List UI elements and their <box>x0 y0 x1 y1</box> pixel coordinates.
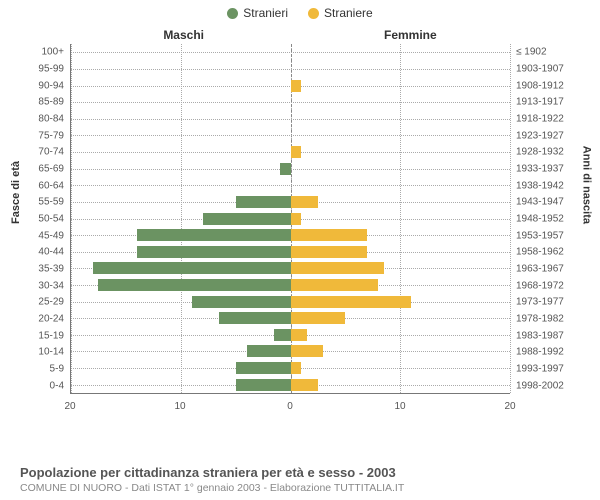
y-tick-birth: 1938-1942 <box>516 180 580 191</box>
bar-female <box>291 362 302 374</box>
legend-label-male: Stranieri <box>243 6 288 20</box>
col-header-female: Femmine <box>384 28 437 42</box>
y-tick-birth: 1978-1982 <box>516 314 580 325</box>
y-tick-age: 10-14 <box>20 347 64 358</box>
y-tick-age: 45-49 <box>20 230 64 241</box>
y-tick-birth: 1923-1927 <box>516 130 580 141</box>
y-tick-age: 35-39 <box>20 264 64 275</box>
y-tick-birth: 1988-1992 <box>516 347 580 358</box>
x-tick: 20 <box>64 401 75 412</box>
y-tick-birth: 1908-1912 <box>516 80 580 91</box>
bar-female <box>291 196 318 208</box>
column-headers: Maschi Femmine <box>20 28 580 42</box>
bar-male <box>247 345 291 357</box>
y-tick-birth: 1903-1907 <box>516 64 580 75</box>
bar-male <box>219 312 290 324</box>
y-tick-birth: 1998-2002 <box>516 380 580 391</box>
bar-male <box>137 229 291 241</box>
y-tick-birth: 1983-1987 <box>516 330 580 341</box>
y-tick-age: 100+ <box>20 47 64 58</box>
y-tick-birth: 1973-1977 <box>516 297 580 308</box>
y-tick-age: 90-94 <box>20 80 64 91</box>
x-tick: 0 <box>287 401 293 412</box>
y-tick-birth: 1933-1937 <box>516 164 580 175</box>
caption: Popolazione per cittadinanza straniera p… <box>20 465 580 494</box>
gridline-h <box>71 185 510 186</box>
bar-female <box>291 312 346 324</box>
y-tick-age: 55-59 <box>20 197 64 208</box>
bar-female <box>291 296 412 308</box>
bar-female <box>291 246 368 258</box>
bar-male <box>236 196 291 208</box>
y-tick-age: 70-74 <box>20 147 64 158</box>
y-tick-birth: 1968-1972 <box>516 280 580 291</box>
caption-title: Popolazione per cittadinanza straniera p… <box>20 465 580 480</box>
y-tick-age: 15-19 <box>20 330 64 341</box>
bar-male <box>203 213 291 225</box>
bar-female <box>291 345 324 357</box>
gridline-h <box>71 169 510 170</box>
y-tick-age: 25-29 <box>20 297 64 308</box>
y-tick-birth: 1943-1947 <box>516 197 580 208</box>
y-tick-birth: 1948-1952 <box>516 214 580 225</box>
y-tick-age: 60-64 <box>20 180 64 191</box>
y-tick-birth: 1963-1967 <box>516 264 580 275</box>
y-tick-age: 5-9 <box>20 364 64 375</box>
y-tick-age: 0-4 <box>20 380 64 391</box>
x-tick: 20 <box>504 401 515 412</box>
x-tick: 10 <box>174 401 185 412</box>
y-tick-age: 50-54 <box>20 214 64 225</box>
bar-male <box>280 163 291 175</box>
y-tick-birth: 1958-1962 <box>516 247 580 258</box>
legend-item-female: Straniere <box>308 6 373 20</box>
bar-female <box>291 279 379 291</box>
bar-male <box>93 262 291 274</box>
y-tick-age: 40-44 <box>20 247 64 258</box>
legend-swatch-male <box>227 8 238 19</box>
gridline-h <box>71 52 510 53</box>
y-tick-age: 65-69 <box>20 164 64 175</box>
bar-female <box>291 146 302 158</box>
bar-male <box>236 362 291 374</box>
y-tick-birth: 1928-1932 <box>516 147 580 158</box>
y-tick-birth: 1993-1997 <box>516 364 580 375</box>
y-tick-age: 85-89 <box>20 97 64 108</box>
y-tick-age: 75-79 <box>20 130 64 141</box>
y-axis-right-title: Anni di nascita <box>580 146 592 224</box>
y-tick-birth: 1953-1957 <box>516 230 580 241</box>
gridline-v <box>510 44 511 393</box>
caption-subtitle: COMUNE DI NUORO - Dati ISTAT 1° gennaio … <box>20 482 580 494</box>
x-tick: 10 <box>394 401 405 412</box>
gridline-h <box>71 69 510 70</box>
y-tick-age: 95-99 <box>20 64 64 75</box>
bar-male <box>236 379 291 391</box>
gridline-h <box>71 102 510 103</box>
legend-item-male: Stranieri <box>227 6 288 20</box>
y-tick-birth: ≤ 1902 <box>516 47 580 58</box>
population-pyramid-chart: Maschi Femmine Fasce di età Anni di nasc… <box>20 24 580 424</box>
bar-female <box>291 213 302 225</box>
y-tick-birth: 1913-1917 <box>516 97 580 108</box>
bar-female <box>291 262 384 274</box>
bar-female <box>291 379 318 391</box>
gridline-h <box>71 119 510 120</box>
y-tick-age: 80-84 <box>20 114 64 125</box>
legend-swatch-female <box>308 8 319 19</box>
plot-area <box>70 44 510 394</box>
legend: Stranieri Straniere <box>0 0 600 20</box>
gridline-h <box>71 135 510 136</box>
y-tick-birth: 1918-1922 <box>516 114 580 125</box>
bar-female <box>291 80 302 92</box>
bar-male <box>274 329 290 341</box>
bar-female <box>291 229 368 241</box>
bar-male <box>192 296 291 308</box>
bar-female <box>291 329 307 341</box>
y-tick-age: 20-24 <box>20 314 64 325</box>
bar-male <box>98 279 290 291</box>
bar-male <box>137 246 291 258</box>
col-header-male: Maschi <box>163 28 204 42</box>
y-tick-age: 30-34 <box>20 280 64 291</box>
legend-label-female: Straniere <box>324 6 373 20</box>
